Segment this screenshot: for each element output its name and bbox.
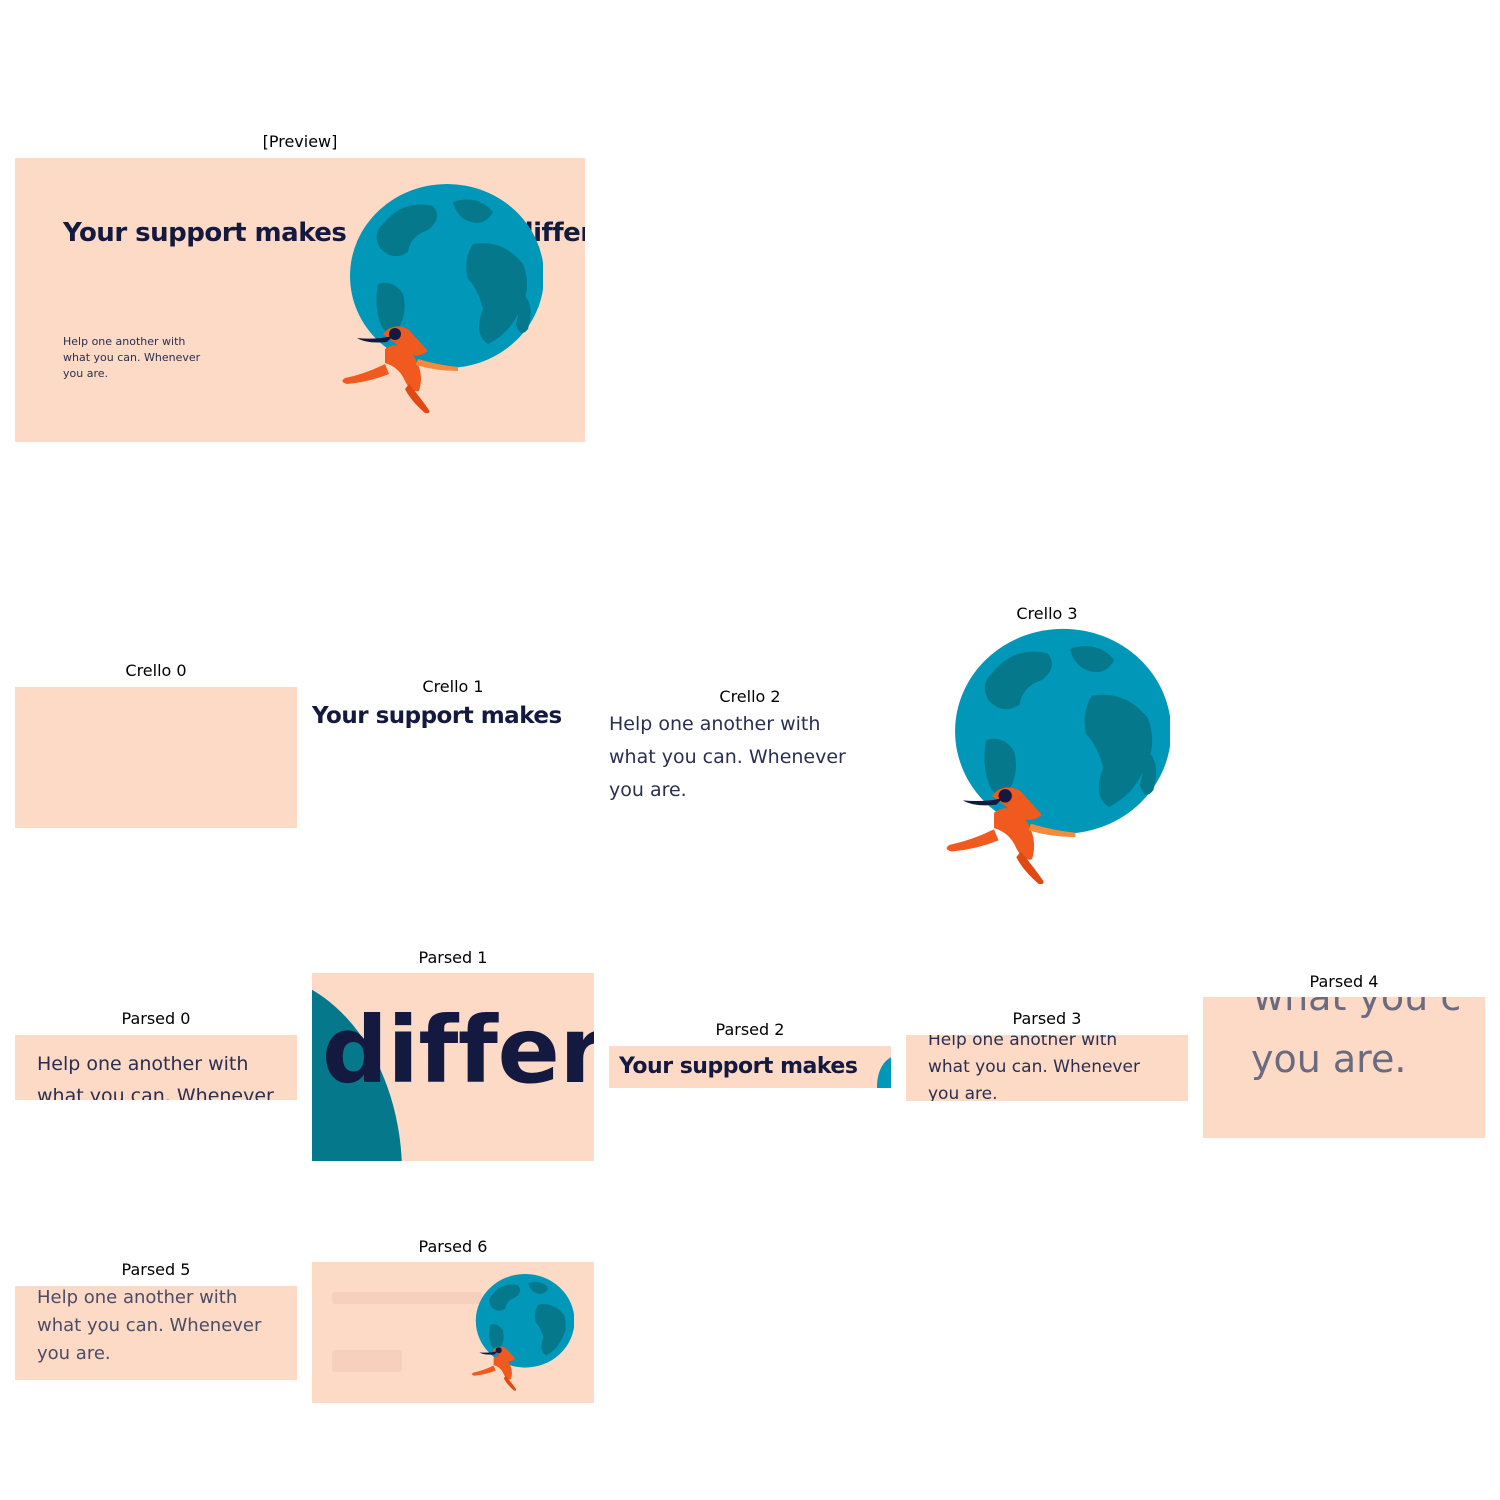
- parsed2-label: Parsed 2: [609, 1022, 891, 1038]
- parsed5-label: Parsed 5: [15, 1262, 297, 1278]
- preview-label: [Preview]: [15, 134, 585, 150]
- parsed4-crop: what you c you are.: [1203, 997, 1485, 1138]
- crello3-label: Crello 3: [906, 606, 1188, 622]
- parsed0-label: Parsed 0: [15, 1011, 297, 1027]
- crello1-headline-layer: Your support makes: [312, 703, 594, 733]
- preview-body-text: Help one another with what you can. When…: [63, 334, 200, 382]
- crello1-label: Crello 1: [312, 679, 594, 695]
- faded-headline-block: [332, 1292, 482, 1304]
- parsed2-headline: Your support makes: [619, 1054, 857, 1079]
- parsed1-label: Parsed 1: [312, 950, 594, 966]
- parsed0-crop: Help one another with what you can. When…: [15, 1035, 297, 1100]
- crello0-label: Crello 0: [15, 663, 297, 679]
- faded-body-block: [332, 1350, 402, 1372]
- parsed1-fragment: differ: [322, 997, 594, 1104]
- parsed3-body: Help one another with what you can. When…: [928, 1035, 1140, 1101]
- crello2-body-layer: Help one another with what you can. When…: [609, 708, 891, 808]
- preview-headline: Your support makes: [63, 218, 346, 248]
- globe-edge-shape: [877, 1056, 891, 1088]
- parsed4-line-bottom: you are.: [1251, 1037, 1406, 1081]
- parsed6-globe-illustration: [462, 1274, 574, 1392]
- crello2-body-text: Help one another with what you can. When…: [609, 708, 846, 807]
- parsed1-crop: differ: [312, 973, 594, 1161]
- parsed5-crop: Help one another with what you can. When…: [15, 1286, 297, 1380]
- parsed4-label: Parsed 4: [1203, 974, 1485, 990]
- preview-globe-illustration: [323, 184, 543, 416]
- parsed5-body: Help one another with what you can. When…: [37, 1286, 261, 1368]
- crello0-background-layer: [15, 687, 297, 828]
- parsed3-label: Parsed 3: [906, 1011, 1188, 1027]
- parsed6-crop: [312, 1262, 594, 1403]
- preview-canvas: Your support makes differ Help one anoth…: [15, 158, 585, 442]
- parsed0-line2: what you can. Whenever: [37, 1085, 274, 1100]
- parsed6-label: Parsed 6: [312, 1239, 594, 1255]
- parsed2-crop: Your support makes: [609, 1046, 891, 1088]
- crello1-headline-text: Your support makes: [312, 703, 562, 729]
- parsed4-line-top: what you c: [1253, 997, 1461, 1019]
- parsed3-crop: Help one another with what you can. When…: [906, 1035, 1188, 1101]
- parsed0-line1: Help one another with: [37, 1053, 248, 1075]
- crello2-label: Crello 2: [609, 689, 891, 705]
- runner-figure-icon: [472, 1346, 516, 1390]
- crello3-illustration-layer: [925, 628, 1170, 888]
